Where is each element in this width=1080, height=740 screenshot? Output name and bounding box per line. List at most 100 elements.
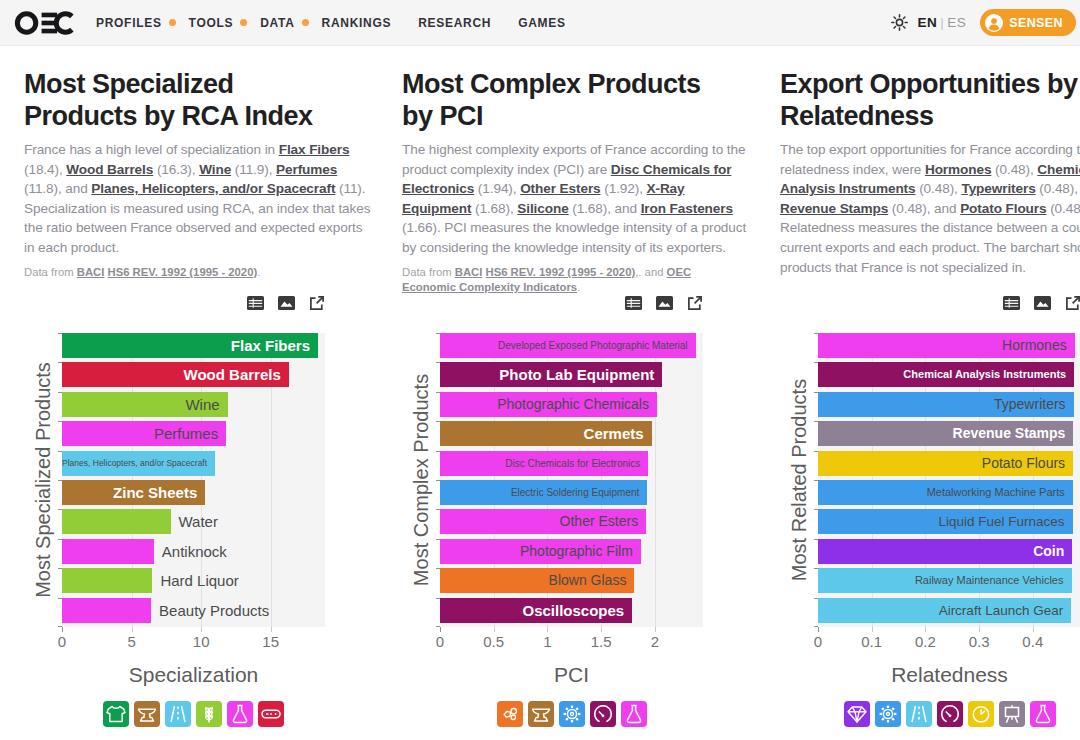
bar-metalworking-machine-parts[interactable]: Metalworking Machine Parts: [818, 480, 1073, 505]
y-axis-label-text: Most Related Products: [788, 379, 811, 581]
tshirt-icon[interactable]: [103, 701, 129, 727]
theme-toggle-icon[interactable]: [891, 14, 908, 31]
anvil-icon[interactable]: [134, 701, 160, 727]
inline-link[interactable]: Potato Flours: [960, 201, 1046, 216]
bar-photographic-film[interactable]: Photographic Film: [440, 539, 641, 564]
external-link-icon[interactable]: [687, 295, 703, 311]
nav-item-label: TOOLS: [189, 16, 234, 30]
bar-oscilloscopes[interactable]: Oscilloscopes: [440, 598, 632, 623]
user-account-button[interactable]: SENSEN: [980, 9, 1076, 36]
bar-blown-glass[interactable]: Blown Glass: [440, 568, 634, 593]
bar-developed-exposed-photographic-material[interactable]: Developed Exposed Photographic Material: [440, 333, 696, 358]
gem-icon[interactable]: [844, 701, 870, 727]
axis-tick: [271, 627, 272, 632]
gear-icon[interactable]: [559, 701, 585, 727]
bar-cermets[interactable]: Cermets: [440, 421, 652, 446]
nav-item-tools[interactable]: TOOLS: [189, 16, 248, 30]
bar-water[interactable]: Water: [62, 509, 171, 534]
nav-item-rankings[interactable]: RANKINGS: [322, 16, 392, 30]
x-tick-label: 2: [651, 633, 659, 650]
data-source-note: Data from BACI HS6 REV. 1992 (1995 - 202…: [402, 265, 718, 295]
bar-label: Blown Glass: [549, 568, 627, 593]
inline-link[interactable]: Planes, Helicopters, and/or Spacecraft: [91, 181, 335, 196]
inline-link[interactable]: Wine: [199, 162, 231, 177]
table-icon[interactable]: [625, 296, 642, 310]
inline-link[interactable]: Wood Barrels: [66, 162, 153, 177]
image-icon[interactable]: [656, 296, 673, 310]
nav-item-profiles[interactable]: PROFILES: [96, 16, 176, 30]
ore-icon[interactable]: [497, 701, 523, 727]
inline-link[interactable]: BACI: [77, 266, 105, 278]
bar-other-esters[interactable]: Other Esters: [440, 509, 646, 534]
inline-link[interactable]: Silicone: [517, 201, 568, 216]
image-icon[interactable]: [278, 296, 295, 310]
bar-perfumes[interactable]: Perfumes: [62, 421, 226, 446]
inline-link[interactable]: BACI: [455, 266, 483, 278]
gear-icon[interactable]: [875, 701, 901, 727]
gauge-icon[interactable]: [590, 701, 616, 727]
flask-icon[interactable]: [1030, 701, 1056, 727]
text-segment: (16.3),: [153, 162, 199, 177]
inline-link[interactable]: Iron Fasteners: [641, 201, 733, 216]
external-link-icon[interactable]: [1065, 295, 1080, 311]
clock-icon[interactable]: [968, 701, 994, 727]
wheat-icon[interactable]: [196, 701, 222, 727]
text-segment: (11.8), and: [24, 181, 91, 196]
axis-tick: [132, 627, 133, 632]
bar-beauty-products[interactable]: Beauty Products: [62, 598, 151, 623]
bar-wine[interactable]: Wine: [62, 392, 228, 417]
inline-link[interactable]: OEC: [667, 266, 691, 278]
bar-photographic-chemicals[interactable]: Photographic Chemicals: [440, 392, 657, 417]
bar-zinc-sheets[interactable]: Zinc Sheets: [62, 480, 205, 505]
bar-wood-barrels[interactable]: Wood Barrels: [62, 362, 289, 387]
inline-link[interactable]: Other Esters: [520, 181, 600, 196]
flask-icon[interactable]: [621, 701, 647, 727]
bar-chemical-analysis-instruments[interactable]: Chemical Analysis Instruments: [818, 362, 1074, 387]
bar-aircraft-launch-gear[interactable]: Aircraft Launch Gear: [818, 598, 1071, 623]
x-axis-title: Specialization: [62, 663, 325, 687]
bar-flax-fibers[interactable]: Flax Fibers: [62, 333, 318, 358]
bar-liquid-fuel-furnaces[interactable]: Liquid Fuel Furnaces: [818, 509, 1073, 534]
bar-railway-maintenance-vehicles[interactable]: Railway Maintenance Vehicles: [818, 568, 1072, 593]
table-icon[interactable]: [1003, 296, 1020, 310]
bar-planes-helicopters-and-or-spacecraft[interactable]: Planes, Helicopters, and/or Spacecraft: [62, 451, 215, 476]
road-icon[interactable]: [165, 701, 191, 727]
inline-link[interactable]: HS6 REV. 1992 (1995 - 2020): [108, 266, 258, 278]
nav-item-research[interactable]: RESEARCH: [418, 16, 491, 30]
gauge-icon[interactable]: [937, 701, 963, 727]
bar-chart: Most Complex ProductsDeveloped Exposed P…: [402, 333, 703, 727]
image-icon[interactable]: [1034, 296, 1051, 310]
lang-en[interactable]: EN: [917, 15, 937, 30]
bar-potato-flours[interactable]: Potato Flours: [818, 451, 1073, 476]
bar-hormones[interactable]: Hormones: [818, 333, 1075, 358]
bar-revenue-stamps[interactable]: Revenue Stamps: [818, 421, 1073, 446]
x-tick-label: 0.1: [861, 633, 882, 650]
bar-label: Potato Flours: [982, 451, 1065, 476]
capsule-icon[interactable]: [258, 701, 284, 727]
flask-icon[interactable]: [227, 701, 253, 727]
lang-es[interactable]: ES: [947, 15, 966, 30]
inline-link[interactable]: Revenue Stamps: [780, 201, 888, 216]
easel-icon[interactable]: [999, 701, 1025, 727]
bar-coin[interactable]: Coin: [818, 539, 1072, 564]
inline-link[interactable]: Economic Complexity Indicators: [402, 281, 577, 293]
anvil-icon[interactable]: [528, 701, 554, 727]
inline-link[interactable]: Typewriters: [961, 181, 1035, 196]
inline-link[interactable]: Hormones: [925, 162, 991, 177]
bar-label: Revenue Stamps: [953, 421, 1066, 446]
nav-item-data[interactable]: DATA: [260, 16, 308, 30]
inline-link[interactable]: HS6 REV. 1992 (1995 - 2020): [486, 266, 636, 278]
inline-link[interactable]: Perfumes: [276, 162, 337, 177]
bar-electric-soldering-equipment[interactable]: Electric Soldering Equipment: [440, 480, 647, 505]
road-icon[interactable]: [906, 701, 932, 727]
external-link-icon[interactable]: [309, 295, 325, 311]
bar-typewriters[interactable]: Typewriters: [818, 392, 1074, 417]
bar-disc-chemicals-for-electronics[interactable]: Disc Chemicals for Electronics: [440, 451, 648, 476]
inline-link[interactable]: Flax Fibers: [279, 142, 350, 157]
nav-item-games[interactable]: GAMES: [518, 16, 566, 30]
bar-hard-liquor[interactable]: Hard Liquor: [62, 568, 152, 593]
bar-photo-lab-equipment[interactable]: Photo Lab Equipment: [440, 362, 662, 387]
bar-antiknock[interactable]: Antiknock: [62, 539, 154, 564]
table-icon[interactable]: [247, 296, 264, 310]
oec-logo[interactable]: [14, 8, 74, 38]
